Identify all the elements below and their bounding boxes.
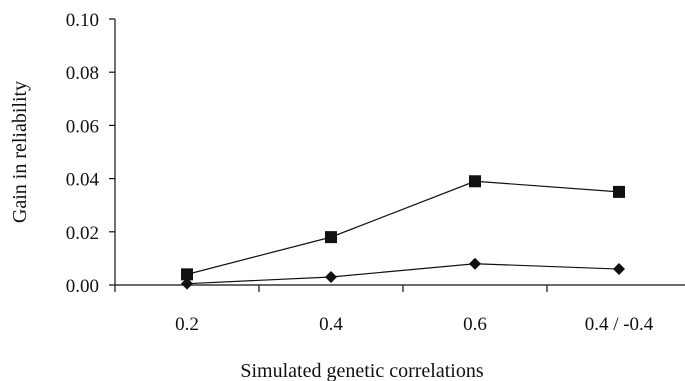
y-tick-label: 0.04 — [66, 170, 100, 191]
series-layer — [181, 175, 625, 290]
x-tick-label: 0.4 / -0.4 — [585, 314, 654, 335]
x-tick-label: 0.6 — [463, 314, 487, 335]
data-point-diamond — [469, 257, 481, 270]
series-1 — [181, 175, 625, 281]
series-line — [186, 263, 620, 285]
x-ticks: 0.2 0.4 0.6 0.4 / -0.4 — [114, 285, 654, 335]
data-point-square — [181, 268, 193, 281]
y-tick-label: 0.08 — [66, 63, 99, 84]
x-tick-label: 0.4 — [319, 314, 343, 335]
data-point-diamond — [181, 277, 193, 290]
y-tick-label: 0.02 — [66, 223, 99, 244]
data-point-square — [469, 175, 481, 188]
y-tick-label: 0.00 — [66, 276, 99, 297]
x-tick-label: 0.2 — [175, 314, 199, 335]
x-axis-title: Simulated genetic correlations — [240, 360, 483, 381]
y-tick-label: 0.06 — [66, 116, 99, 137]
series-2 — [181, 257, 625, 290]
series-line — [186, 180, 620, 275]
data-point-diamond — [613, 263, 625, 276]
y-tick-label: 0.10 — [66, 10, 99, 31]
axes — [114, 19, 685, 286]
data-point-square — [613, 185, 625, 198]
data-point-square — [325, 231, 337, 244]
y-ticks: 0.00 0.02 0.04 0.06 0.08 0.10 — [66, 10, 115, 297]
data-point-diamond — [325, 271, 337, 284]
y-axis-title: Gain in reliability — [9, 81, 31, 223]
